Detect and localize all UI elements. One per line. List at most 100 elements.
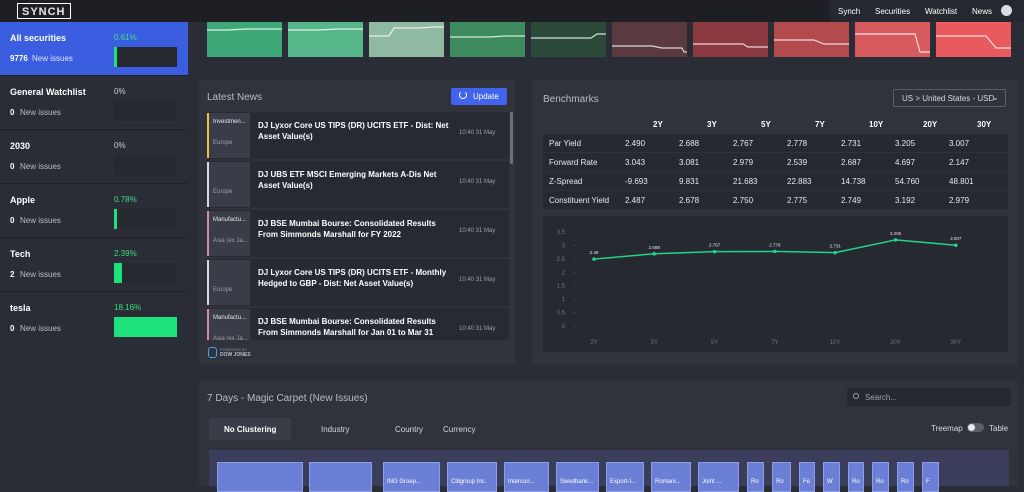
nav-link[interactable]: Securities	[875, 7, 911, 16]
value-label: 2.778	[769, 242, 781, 247]
treemap-tile[interactable]: Ro	[897, 462, 914, 492]
table-cell: 2.539	[787, 158, 808, 167]
news-item[interactable]: Europe DJ UBS ETF MSCI Emerging Markets A…	[207, 161, 509, 208]
y-tick-label: 0	[562, 324, 566, 330]
tab[interactable]: Country	[380, 418, 438, 440]
sparkline-tile[interactable]	[774, 22, 849, 57]
nav-link[interactable]: Watchlist	[925, 7, 958, 16]
news-tag: Manufactu...	[213, 217, 247, 223]
watchlist-name: Apple	[10, 195, 36, 205]
issue-count: 0	[10, 216, 15, 225]
sparkline-tile[interactable]	[855, 22, 930, 57]
tab-label[interactable]: Currency	[443, 425, 476, 434]
issue-label: New issues	[20, 270, 61, 279]
tab-label[interactable]: Industry	[321, 425, 350, 434]
news-headline: DJ UBS ETF MSCI Emerging Markets A-Dis N…	[258, 170, 437, 190]
column-header: 3Y	[707, 120, 717, 129]
news-item[interactable]: Manufactu... Asia (ex Ja... DJ BSE Mumbai …	[207, 308, 509, 340]
sparkline-tile[interactable]	[693, 22, 768, 57]
watchlist-item[interactable]: Tech 2.39% 2 New issues	[0, 238, 188, 291]
tab-label[interactable]: Country	[395, 425, 424, 434]
table-cell: 2.147	[949, 158, 970, 167]
treemap-tile[interactable]	[309, 462, 372, 492]
point	[652, 252, 657, 256]
news-region: Asia (ex Ja...	[213, 238, 248, 244]
logo[interactable]: SYNCH	[17, 3, 71, 19]
treemap-tile[interactable]: F	[922, 462, 939, 492]
sparkline-tile[interactable]	[207, 22, 282, 57]
issue-count: 0	[10, 108, 15, 117]
treemap-tile[interactable]: Ro	[747, 462, 764, 492]
watchlist-item[interactable]: General Watchlist 0% 0 New issues	[0, 76, 188, 129]
table-cell: 3.043	[625, 158, 646, 167]
treemap-tile[interactable]	[217, 462, 303, 492]
treemap-tile[interactable]: Citigroup Inc.	[447, 462, 497, 492]
news-region: Europe	[213, 189, 233, 195]
news-item[interactable]: Investmen... Europe DJ Lyxor Core US TIPS …	[207, 112, 509, 159]
news-item[interactable]: Manufactu... Asia (ex Ja... DJ BSE Mumbai …	[207, 210, 509, 257]
tab[interactable]: No Clustering	[209, 418, 292, 440]
table-cell: 2.688	[679, 139, 700, 148]
watchlist-change: 18.16%	[114, 303, 142, 312]
news-time: 10:40 31 May	[459, 277, 496, 283]
table-cell: 2.731	[841, 139, 862, 148]
column-header: 5Y	[761, 120, 771, 129]
scrollbar[interactable]	[510, 112, 513, 164]
sparkline-tile[interactable]	[531, 22, 606, 57]
table-cell: 3.081	[679, 158, 700, 167]
treemap-tile[interactable]: ING Groep...	[383, 462, 440, 492]
tab[interactable]: Industry	[306, 418, 364, 440]
treemap-tile[interactable]: Intercon...	[504, 462, 549, 492]
search-box[interactable]: Search...	[847, 388, 1011, 406]
nav-link[interactable]: Synch	[838, 7, 861, 16]
nav-link[interactable]: News	[972, 7, 993, 16]
watchlist-change: 2.39%	[114, 249, 137, 258]
sparkline-tile[interactable]	[450, 22, 525, 57]
y-tick-label: 1.5	[557, 284, 566, 290]
news-list: Investmen... Europe DJ Lyxor Core US TIPS …	[207, 112, 509, 340]
table-cell: 3.192	[895, 196, 916, 205]
column-header: 30Y	[977, 120, 992, 129]
table-cell: 9.831	[679, 177, 700, 186]
watchlist-item[interactable]: All securities 0.61% 9776 New issues	[0, 22, 188, 75]
treemap-tile[interactable]: Ro	[872, 462, 889, 492]
watchlist-item[interactable]: Apple 0.78% 0 New issues	[0, 184, 188, 237]
issue-count: 0	[10, 324, 15, 333]
news-tag: Investmen...	[213, 119, 246, 125]
news-time: 10:40 31 May	[459, 130, 496, 136]
select-label[interactable]: US > United States - USD	[902, 94, 995, 103]
value-label: 2.731	[830, 244, 842, 249]
table-cell: 22.883	[787, 177, 812, 186]
x-tick-label: 3Y	[651, 340, 658, 346]
row-label: Forward Rate	[549, 158, 598, 167]
treemap-tile[interactable]: Export-I...	[606, 462, 644, 492]
treemap-tile[interactable]: Romani...	[651, 462, 691, 492]
table-cell: 2.687	[841, 158, 862, 167]
sparkline-tile[interactable]	[936, 22, 1011, 57]
treemap-tile[interactable]: W	[823, 462, 840, 492]
treemap-tile[interactable]: Fe	[799, 462, 815, 492]
sparkline-tile[interactable]	[612, 22, 687, 57]
issue-count: 0	[10, 162, 15, 171]
tab[interactable]: Currency	[428, 418, 490, 440]
treemap-tile[interactable]: Ro	[772, 462, 791, 492]
news-item[interactable]: Europe DJ Lyxor Core US TIPS (DR) UCITS E…	[207, 259, 509, 306]
avatar[interactable]	[1001, 5, 1012, 16]
table-cell: 3.205	[895, 139, 916, 148]
treemap-tile[interactable]: Swedbank...	[556, 462, 599, 492]
treemap-tile[interactable]: Joint ...	[698, 462, 739, 492]
sparkline-tile[interactable]	[288, 22, 363, 57]
watchlist-item[interactable]: 2030 0% 0 New issues	[0, 130, 188, 183]
button-label[interactable]: Update	[473, 92, 499, 101]
treemap-tile[interactable]: Ro	[848, 462, 864, 492]
top-bar: SYNCH Synch Securities Watchlist News	[0, 0, 1024, 22]
news-region: Europe	[213, 140, 233, 146]
sparkline-tile[interactable]	[369, 22, 444, 57]
watchlist-item[interactable]: tesla 18.16% 0 New issues	[0, 292, 188, 345]
view-toggle[interactable]	[967, 423, 984, 432]
region-select[interactable]: US > United States - USD ⌄	[893, 89, 1006, 107]
value-label: 2.767	[709, 243, 721, 248]
tab-label[interactable]: No Clustering	[224, 425, 277, 434]
news-panel: Latest News Update Investmen... Europe DJ …	[199, 80, 515, 365]
search-placeholder[interactable]: Search...	[865, 393, 898, 402]
